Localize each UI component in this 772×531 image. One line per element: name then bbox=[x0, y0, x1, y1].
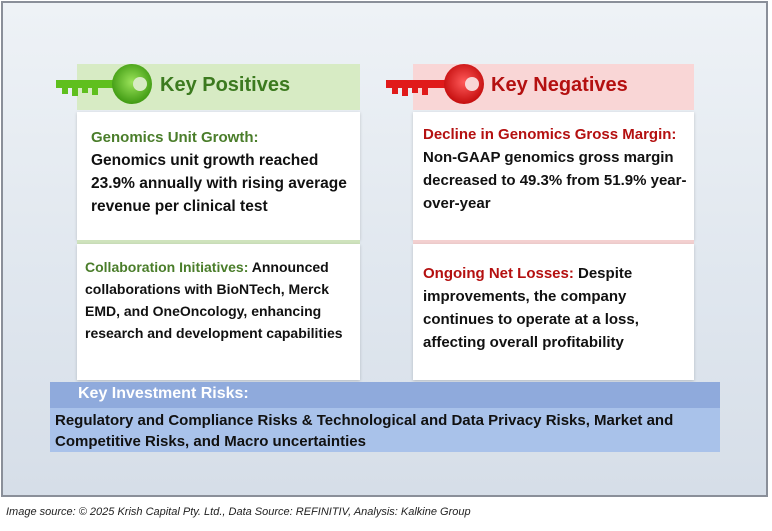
negative-item-1-heading: Decline in Genomics Gross Margin: bbox=[423, 126, 677, 143]
negative-card-losses bbox=[413, 244, 694, 380]
image-source-caption: Image source: © 2025 Krish Capital Pty. … bbox=[6, 506, 471, 518]
positive-card-growth bbox=[77, 112, 360, 240]
positives-title: Key Positives bbox=[160, 74, 291, 96]
positive-item-2-heading: Collaboration Initiatives: bbox=[85, 259, 249, 275]
negative-item-2-heading: Ongoing Net Losses: bbox=[423, 265, 574, 282]
risks-title: Key Investment Risks: bbox=[78, 385, 249, 402]
positive-item-2: Collaboration Initiatives: Announced col… bbox=[85, 256, 357, 344]
positive-card-collaboration bbox=[77, 244, 360, 380]
negative-item-1-body: Non-GAAP genomics gross margin decreased… bbox=[423, 149, 687, 212]
risks-body: Regulatory and Compliance Risks & Techno… bbox=[55, 412, 674, 450]
positive-item-1-body: Genomics unit growth reached 23.9% annua… bbox=[91, 152, 347, 215]
negative-item-2-body: Despite improvements, the company contin… bbox=[423, 265, 639, 351]
risks-title-band bbox=[50, 382, 720, 408]
positive-divider bbox=[77, 240, 360, 244]
risks-body-band bbox=[50, 408, 720, 452]
negative-card-margin bbox=[413, 112, 694, 240]
positive-item-2-body: Announced collaborations with BioNTech, … bbox=[85, 259, 343, 341]
negatives-title: Key Negatives bbox=[491, 74, 628, 96]
positive-item-1-heading: Genomics Unit Growth: bbox=[91, 129, 259, 146]
positive-item-1: Genomics Unit Growth: Genomics unit grow… bbox=[91, 126, 351, 218]
negative-divider bbox=[413, 240, 694, 244]
green-key-icon bbox=[56, 64, 152, 104]
red-key-icon bbox=[386, 64, 484, 104]
negative-item-1: Decline in Genomics Gross Margin: Non-GA… bbox=[423, 123, 691, 215]
negative-item-2: Ongoing Net Losses: Despite improvements… bbox=[423, 262, 685, 354]
